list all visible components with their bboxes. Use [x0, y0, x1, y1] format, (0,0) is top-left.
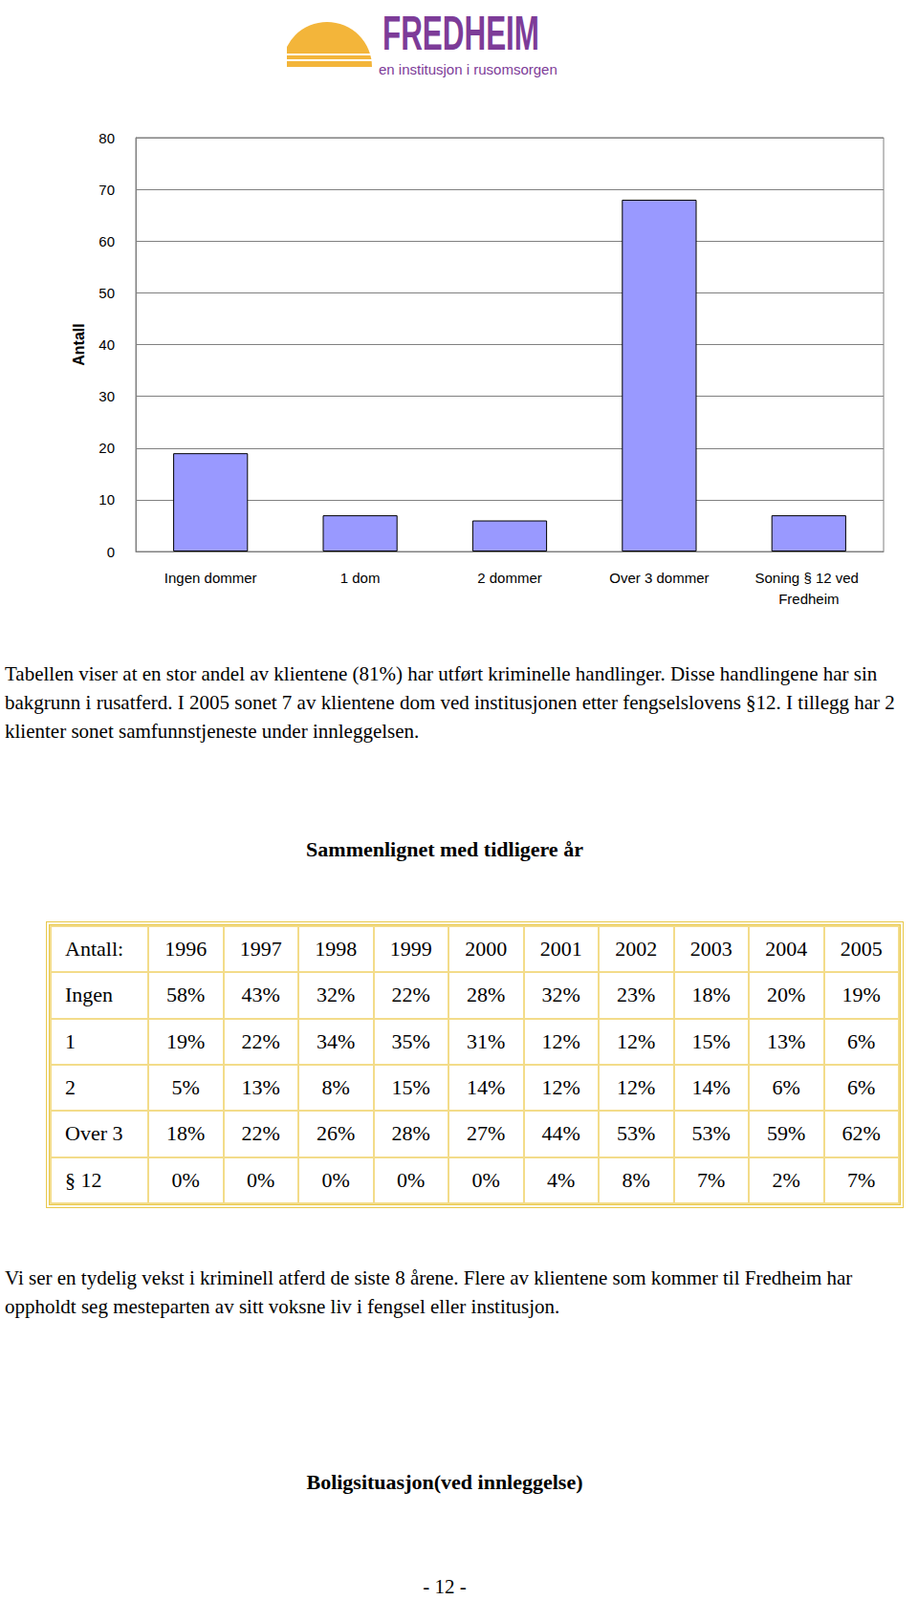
- svg-text:10: 10: [98, 491, 115, 508]
- html-text:62%: 62%: [842, 1122, 881, 1147]
- svg-text:Ingen dommer: Ingen dommer: [164, 569, 258, 587]
- html-text:0%: 0%: [472, 1168, 501, 1193]
- svg-text:Antall: Antall: [70, 323, 88, 366]
- html-text:32%: 32%: [541, 983, 581, 1008]
- html-text:22%: 22%: [241, 1029, 281, 1054]
- html-text:22%: 22%: [241, 1122, 281, 1147]
- html-text:4%: 4%: [547, 1168, 576, 1193]
- html-text:§ 12: § 12: [65, 1168, 102, 1193]
- html-text:53%: 53%: [616, 1122, 656, 1147]
- svg-text:Soning § 12 ved: Soning § 12 ved: [755, 569, 864, 587]
- html-text:22%: 22%: [391, 983, 431, 1008]
- svg-text:60: 60: [98, 233, 115, 250]
- svg-text:1 dom: 1 dom: [340, 569, 381, 587]
- svg-text:80: 80: [98, 130, 115, 147]
- html-text:18%: 18%: [691, 983, 731, 1008]
- html-text:32%: 32%: [316, 983, 356, 1008]
- html-text:14%: 14%: [691, 1075, 731, 1100]
- html-text:19%: 19%: [842, 983, 881, 1008]
- svg-text:en institusjon i rusomsorgen: en institusjon i rusomsorgen: [378, 61, 558, 78]
- html-text:Sammenlignet med tidligere år: Sammenlignet med tidligere år: [306, 837, 584, 862]
- html-text:Antall:: Antall:: [65, 937, 124, 962]
- svg-text:Fredheim: Fredheim: [778, 590, 839, 608]
- html-text:2005: 2005: [840, 937, 883, 962]
- svg-text:30: 30: [98, 388, 115, 405]
- svg-text:2 dommer: 2 dommer: [477, 569, 543, 587]
- html-text:28%: 28%: [391, 1122, 431, 1147]
- html-text:7%: 7%: [847, 1168, 876, 1193]
- html-text:6%: 6%: [772, 1075, 801, 1100]
- html-text:2001: 2001: [540, 937, 583, 962]
- html-text:0%: 0%: [171, 1168, 200, 1193]
- html-text:2002: 2002: [615, 937, 658, 962]
- html-text:34%: 34%: [316, 1029, 356, 1054]
- html-text:31%: 31%: [466, 1029, 506, 1054]
- html-text:35%: 35%: [391, 1029, 431, 1054]
- html-text:Tabellen viser at en stor ande: Tabellen viser at en stor andel av klien…: [4, 662, 895, 744]
- html-text:27%: 27%: [466, 1122, 506, 1147]
- svg-text:Over 3 dommer: Over 3 dommer: [609, 569, 709, 587]
- svg-text:50: 50: [98, 284, 115, 302]
- html-text:15%: 15%: [391, 1075, 431, 1100]
- html-text:14%: 14%: [466, 1075, 506, 1100]
- html-text:6%: 6%: [847, 1075, 876, 1100]
- svg-text:70: 70: [98, 181, 115, 198]
- svg-text:0: 0: [107, 544, 115, 561]
- html-text:58%: 58%: [166, 983, 206, 1008]
- html-text:12%: 12%: [541, 1075, 581, 1100]
- html-text:7%: 7%: [697, 1168, 726, 1193]
- html-text:8%: 8%: [321, 1075, 350, 1100]
- html-text:23%: 23%: [616, 983, 656, 1008]
- html-text:18%: 18%: [166, 1122, 206, 1147]
- html-text:Boligsituasjon(ved innleggelse: Boligsituasjon(ved innleggelse): [306, 1470, 583, 1495]
- html-text:2003: 2003: [690, 937, 733, 962]
- html-text:Ingen: Ingen: [65, 983, 113, 1008]
- html-text:43%: 43%: [241, 983, 281, 1008]
- html-text:5%: 5%: [171, 1075, 200, 1100]
- html-text:53%: 53%: [691, 1122, 731, 1147]
- html-text:26%: 26%: [316, 1122, 356, 1147]
- html-text:2004: 2004: [765, 937, 808, 962]
- html-text:0%: 0%: [321, 1168, 350, 1193]
- html-text:20%: 20%: [767, 983, 806, 1008]
- html-text:1998: 1998: [314, 937, 357, 962]
- html-text:2: 2: [65, 1075, 76, 1100]
- html-text:44%: 44%: [541, 1122, 581, 1147]
- html-text:59%: 59%: [767, 1122, 806, 1147]
- html-text:2%: 2%: [772, 1168, 801, 1193]
- html-text:Vi ser en tydelig vekst i krim: Vi ser en tydelig vekst i kriminell atfe…: [4, 1267, 853, 1319]
- html-text:1997: 1997: [239, 937, 282, 962]
- svg-text:40: 40: [98, 336, 115, 353]
- html-text:0%: 0%: [246, 1168, 275, 1193]
- html-text:12%: 12%: [616, 1029, 656, 1054]
- html-text:1999: 1999: [389, 937, 433, 962]
- html-text:1996: 1996: [164, 937, 207, 962]
- html-text:- 12 -: - 12 -: [422, 1575, 467, 1599]
- html-text:8%: 8%: [622, 1168, 651, 1193]
- html-text:13%: 13%: [241, 1075, 281, 1100]
- html-text:19%: 19%: [166, 1029, 206, 1054]
- html-text:15%: 15%: [691, 1029, 731, 1054]
- html-text:1: 1: [65, 1029, 76, 1054]
- html-text:28%: 28%: [466, 983, 506, 1008]
- html-text:0%: 0%: [396, 1168, 425, 1193]
- html-text:12%: 12%: [541, 1029, 581, 1054]
- html-text:Over 3: Over 3: [65, 1122, 123, 1147]
- html-text:6%: 6%: [847, 1029, 876, 1054]
- html-text:13%: 13%: [767, 1029, 806, 1054]
- svg-text:20: 20: [98, 439, 115, 457]
- svg-text:FREDHEIM: FREDHEIM: [382, 6, 540, 61]
- html-text:2000: 2000: [465, 937, 508, 962]
- html-text:12%: 12%: [616, 1075, 656, 1100]
